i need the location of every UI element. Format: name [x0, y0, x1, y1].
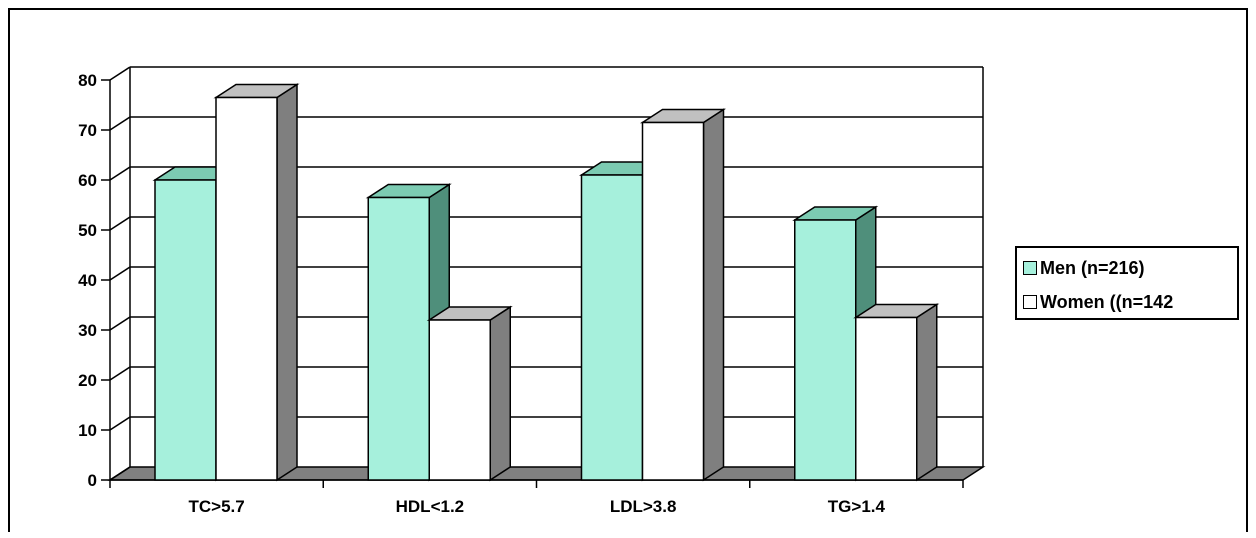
x-tick-label: TC>5.7	[189, 497, 245, 516]
bar-side	[489, 305, 511, 482]
bar-LDL>3.8-women	[639, 108, 727, 482]
bar-TC>5.7-women	[213, 83, 300, 482]
wall-diagonal	[109, 66, 131, 81]
axis-labels: 0 10 20 30 40 50 60 70 80 TC>5.7 HDL<1.2 LDL>3.8 TG>…	[78, 71, 885, 516]
y-tick-label: 20	[78, 371, 97, 390]
legend-label-men: Men (n=216)	[1040, 257, 1145, 278]
wall-diagonal	[109, 116, 131, 131]
bar-front	[154, 179, 217, 481]
bar-HDL<1.2-women	[426, 305, 513, 482]
wall-diagonal	[109, 166, 131, 181]
y-tick-label: 60	[78, 171, 97, 190]
wall-diagonal	[109, 266, 131, 281]
y-tick-label: 80	[78, 71, 97, 90]
bar-front	[641, 121, 705, 481]
y-tick-label: 50	[78, 221, 97, 240]
legend-item-women: Women ((n=142	[1023, 291, 1173, 313]
y-tick-label: 40	[78, 271, 97, 290]
wall-diagonal	[109, 316, 131, 331]
bar-front	[580, 174, 644, 481]
bar-side	[916, 303, 938, 482]
legend-swatch-men	[1023, 261, 1037, 275]
y-tick-label: 70	[78, 121, 97, 140]
x-tick-label: HDL<1.2	[396, 497, 465, 516]
wall-diagonal	[109, 466, 131, 481]
y-tick-label: 10	[78, 421, 97, 440]
y-tick-label: 30	[78, 321, 97, 340]
bar-front	[428, 319, 491, 481]
legend-label-women: Women ((n=142	[1040, 291, 1174, 312]
legend: Men (n=216) Women ((n=142	[1015, 246, 1239, 320]
bars	[152, 83, 940, 482]
wall-diagonal	[109, 416, 131, 431]
bar-TG>1.4-women	[853, 303, 940, 482]
wall-diagonal	[109, 366, 131, 381]
bar-front	[794, 219, 857, 481]
bar-side	[276, 83, 298, 482]
bar-front	[855, 316, 918, 481]
bar-side	[702, 108, 725, 482]
x-tick-label: LDL>3.8	[610, 497, 677, 516]
legend-swatch-women	[1023, 295, 1037, 309]
x-tick-label: TG>1.4	[828, 497, 886, 516]
legend-item-men: Men (n=216)	[1023, 257, 1145, 279]
chart-frame	[8, 8, 1248, 532]
y-tick-label: 0	[88, 471, 97, 490]
bar-front	[367, 196, 430, 481]
wall-diagonal	[109, 216, 131, 231]
bar-front	[215, 96, 278, 481]
